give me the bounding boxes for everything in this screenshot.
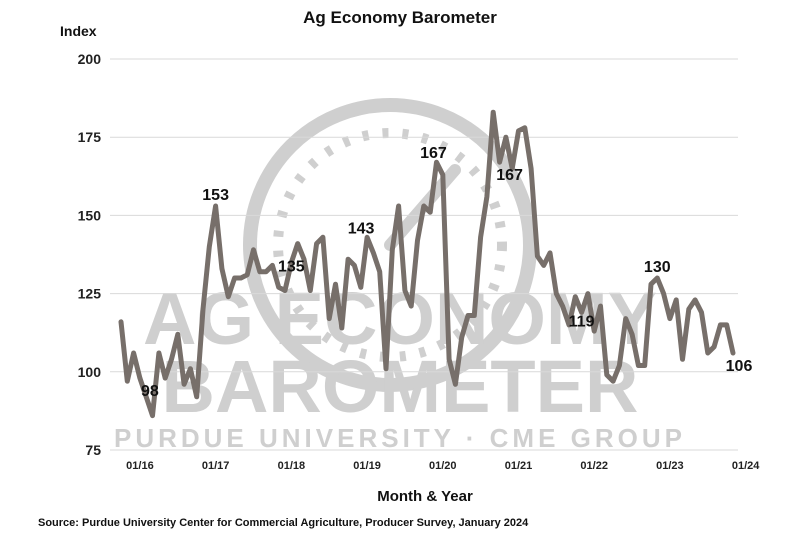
x-tick-labels: 01/16 01/17 01/18 01/19 01/20 01/21 01/22 01/23… [126, 460, 760, 472]
x-tick-01-21: 01/21 [505, 460, 533, 472]
y-tick-125: 125 [78, 286, 102, 302]
series-layer [118, 109, 736, 419]
watermark-dial-ticks [273, 128, 507, 362]
y-tick-200: 200 [78, 51, 102, 67]
x-tick-01-18: 01/18 [278, 460, 306, 472]
x-tick-01-23: 01/23 [656, 460, 684, 472]
watermark-line3: PURDUE UNIVERSITY · CME GROUP [114, 423, 686, 453]
x-tick-01-16: 01/16 [126, 460, 154, 472]
y-axis-label: Index [60, 23, 97, 39]
y-tick-75: 75 [85, 442, 101, 458]
data-label-85: 130 [644, 259, 671, 276]
x-tick-01-20: 01/20 [429, 460, 457, 472]
watermark-dial-ring [243, 98, 537, 392]
data-label-60: 167 [496, 167, 523, 184]
data-label-97: 106 [726, 358, 753, 375]
data-label-50: 167 [420, 145, 447, 162]
chart-title: Ag Economy Barometer [303, 8, 497, 27]
data-label-39: 143 [348, 220, 375, 237]
data-labels: 98 153 135 143 167 167 119 130 106 [141, 145, 752, 400]
watermark-line2: BAROMETER [162, 345, 639, 428]
x-tick-01-22: 01/22 [580, 460, 608, 472]
data-label-15: 153 [202, 187, 229, 204]
data-label-73: 119 [569, 313, 595, 330]
data-label-3: 98 [141, 383, 159, 400]
y-tick-100: 100 [78, 364, 102, 380]
data-label-27: 135 [278, 258, 305, 275]
x-tick-01-19: 01/19 [353, 460, 381, 472]
y-tick-labels: 75 100 125 150 175 200 [78, 51, 102, 458]
x-tick-01-24: 01/24 [732, 460, 760, 472]
watermark: AG ECONOMY BAROMETER PURDUE UNIVERSITY ·… [114, 98, 686, 453]
y-tick-175: 175 [78, 129, 102, 145]
x-axis-label: Month & Year [377, 488, 473, 505]
series-line [118, 109, 736, 419]
y-tick-150: 150 [78, 207, 102, 223]
source-note: Source: Purdue University Center for Com… [38, 517, 529, 529]
x-tick-01-17: 01/17 [202, 460, 230, 472]
